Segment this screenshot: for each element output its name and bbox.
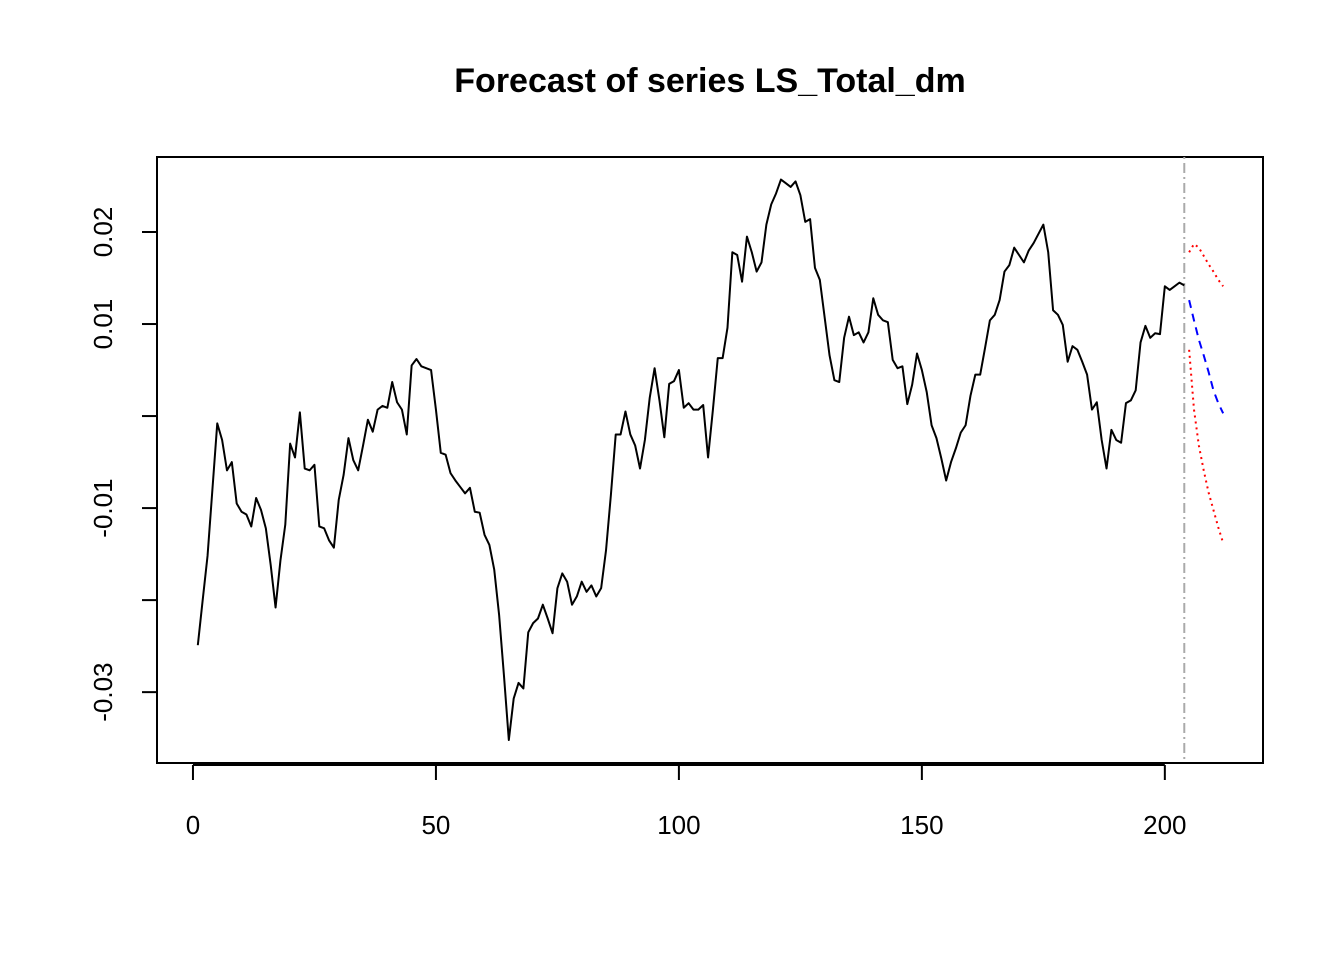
series-line (196, 178, 1185, 741)
x-tick-label: 150 (900, 810, 943, 840)
series-line (1188, 242, 1224, 287)
chart-title: Forecast of series LS_Total_dm (454, 62, 965, 100)
x-tick-label: 0 (186, 810, 200, 840)
x-tick-label: 50 (421, 810, 450, 840)
x-tick-label: 100 (657, 810, 700, 840)
y-tick-label: -0.01 (88, 478, 118, 537)
series-line (1188, 299, 1225, 414)
series-line (1188, 349, 1225, 544)
y-tick-label: -0.03 (88, 663, 118, 722)
y-tick-label: 0.02 (88, 207, 118, 258)
x-tick-label: 200 (1143, 810, 1186, 840)
y-tick-label: 0.01 (88, 299, 118, 350)
